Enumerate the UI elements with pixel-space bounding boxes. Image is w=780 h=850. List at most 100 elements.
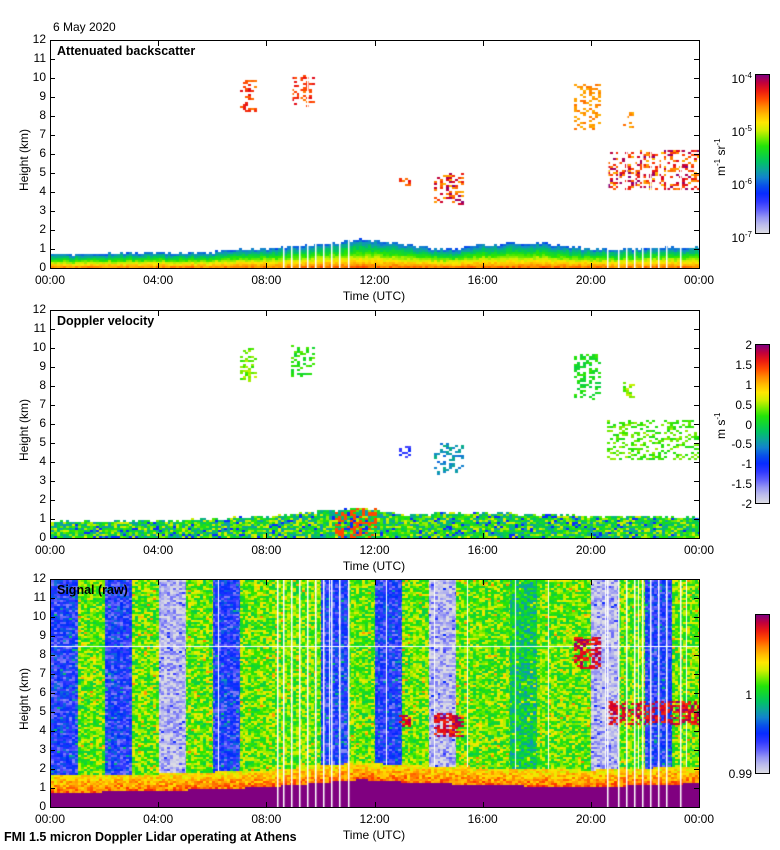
y-tick-right — [694, 579, 699, 580]
x-tick — [158, 802, 160, 807]
colorbar-tick-label: 1 — [745, 377, 752, 392]
x-tick-label: 12:00 — [359, 812, 390, 826]
y-tick-label: 9 — [39, 628, 46, 642]
y-tick-label: 3 — [39, 742, 46, 756]
y-tick-label: 12 — [32, 302, 46, 316]
y-tick-right — [694, 788, 699, 789]
y-tick-label: 7 — [39, 397, 46, 411]
y-tick — [50, 173, 55, 174]
y-tick-right — [694, 230, 699, 231]
y-tick-label: 4 — [39, 454, 46, 468]
y-tick — [50, 230, 55, 231]
colorbar-tick-label: 0 — [745, 417, 752, 432]
y-tick — [50, 750, 55, 751]
y-tick-label: 1 — [39, 780, 46, 794]
x-axis-label: Time (UTC) — [342, 559, 406, 573]
x-tick-label: 12:00 — [359, 543, 390, 557]
y-tick-right — [694, 192, 699, 193]
panel-title: Doppler velocity — [57, 314, 155, 328]
x-tick-top — [50, 311, 51, 316]
panel-title: Attenuated backscatter — [57, 44, 196, 58]
x-tick — [699, 263, 700, 268]
y-tick — [50, 807, 55, 808]
heatmap-canvas — [51, 41, 699, 268]
y-tick — [50, 481, 55, 482]
x-tick — [158, 533, 160, 538]
y-tick-right — [694, 731, 699, 732]
x-axis-label: Time (UTC) — [342, 828, 406, 842]
colorbar-unit-label: m-1 sr-1 — [713, 138, 728, 176]
tick-exponent: -6 — [744, 177, 752, 186]
y-tick-right — [694, 443, 699, 444]
x-tick-label: 20:00 — [575, 812, 606, 826]
colorbar — [755, 344, 770, 504]
y-tick-right — [694, 211, 699, 212]
y-tick-right — [694, 674, 699, 675]
colorbar — [755, 74, 770, 234]
x-tick-top — [266, 41, 268, 46]
unit-base: m — [714, 166, 728, 176]
y-tick — [50, 211, 55, 212]
x-tick — [699, 802, 700, 807]
unit-base: sr — [714, 145, 728, 159]
y-tick-right — [694, 40, 699, 41]
y-tick-label: 9 — [39, 359, 46, 373]
x-tick — [590, 802, 592, 807]
y-tick — [50, 579, 55, 580]
y-tick — [50, 135, 55, 136]
y-tick — [50, 598, 55, 599]
y-tick — [50, 40, 55, 41]
x-tick — [482, 533, 484, 538]
x-tick-top — [374, 41, 376, 46]
y-tick — [50, 693, 55, 694]
y-tick — [50, 386, 55, 387]
x-tick — [158, 263, 160, 268]
colorbar-tick-label: -0.5 — [731, 437, 752, 452]
x-tick-top — [158, 580, 160, 585]
x-tick-top — [590, 41, 592, 46]
x-tick — [590, 263, 592, 268]
y-tick-label: 7 — [39, 127, 46, 141]
colorbar-tick-label: 10-7 — [712, 229, 752, 244]
tick-base: 10 — [731, 178, 745, 192]
y-tick-right — [694, 655, 699, 656]
x-tick-label: 04:00 — [143, 812, 174, 826]
footer-caption: FMI 1.5 micron Doppler Lidar operating a… — [4, 830, 297, 844]
colorbar-tick-label: 0.99 — [728, 767, 752, 781]
y-tick-right — [694, 598, 699, 599]
x-tick-top — [158, 311, 160, 316]
y-tick — [50, 500, 55, 501]
y-tick-right — [694, 386, 699, 387]
y-tick — [50, 154, 55, 155]
tick-base: 10 — [731, 72, 745, 86]
colorbar-tick-label: 10-5 — [712, 123, 752, 138]
y-tick — [50, 310, 55, 311]
y-tick-label: 0 — [39, 530, 46, 544]
heatmap-canvas — [51, 580, 699, 807]
y-tick-label: 8 — [39, 647, 46, 661]
x-tick-top — [266, 580, 268, 585]
x-tick-top — [699, 580, 700, 585]
y-tick — [50, 424, 55, 425]
colorbar-tick-label: 2 — [745, 338, 752, 352]
y-tick — [50, 78, 55, 79]
x-tick-label: 00:00 — [683, 543, 715, 557]
y-tick-right — [694, 405, 699, 406]
y-tick-right — [694, 617, 699, 618]
y-tick — [50, 97, 55, 98]
x-tick-top — [699, 41, 700, 46]
y-tick-label: 11 — [33, 321, 46, 335]
colorbar-tick-label: -1.5 — [731, 477, 752, 492]
y-tick — [50, 329, 55, 330]
y-tick — [50, 348, 55, 349]
colorbar — [755, 614, 770, 774]
date-label: 6 May 2020 — [53, 20, 116, 34]
x-tick — [374, 802, 376, 807]
colorbar-tick-label: 1 — [745, 687, 752, 702]
y-tick-label: 8 — [39, 378, 46, 392]
y-tick — [50, 249, 55, 250]
colorbar-tick-label: -2 — [741, 497, 752, 511]
y-tick — [50, 405, 55, 406]
tick-exponent: -5 — [744, 124, 752, 133]
x-tick-label: 16:00 — [467, 543, 498, 557]
